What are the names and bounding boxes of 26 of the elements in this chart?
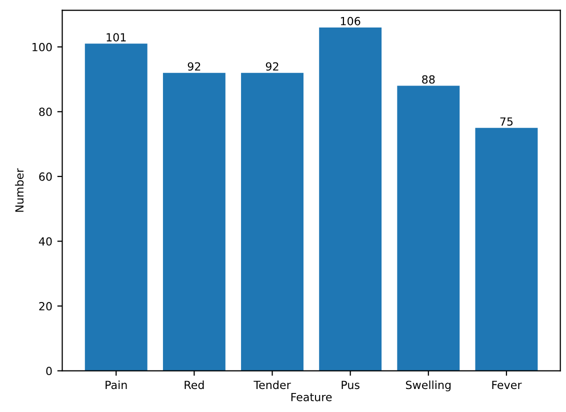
x-tick-label: Red: [184, 380, 204, 390]
data-label: 92: [266, 62, 278, 71]
data-label: 88: [422, 75, 435, 84]
data-label: 75: [500, 117, 513, 126]
x-tick-label: Swelling: [406, 380, 451, 392]
x-tick-label: Tender: [254, 380, 291, 390]
x-tick-label: Fever: [492, 380, 522, 390]
y-tick-label: 60: [39, 172, 52, 181]
x-tick-label: Pus: [342, 380, 360, 390]
x-tick-label: Pain: [106, 380, 127, 390]
y-axis-title: Number: [15, 168, 24, 212]
y-tick-label: 0: [46, 366, 52, 376]
x-axis-title: Feature: [291, 393, 332, 402]
bar: [475, 128, 538, 371]
y-tick-label: 20: [39, 302, 52, 310]
bar: [162, 72, 226, 371]
data-label: 101: [106, 33, 126, 42]
bar: [397, 86, 460, 371]
y-tick-label: 80: [39, 108, 52, 116]
bar: [241, 72, 304, 371]
y-tick-label: 100: [32, 42, 52, 52]
data-label: 92: [188, 62, 200, 71]
y-tick-label: 40: [38, 237, 52, 246]
data-label: 106: [340, 16, 360, 26]
bar: [84, 44, 148, 371]
bar: [319, 27, 382, 371]
